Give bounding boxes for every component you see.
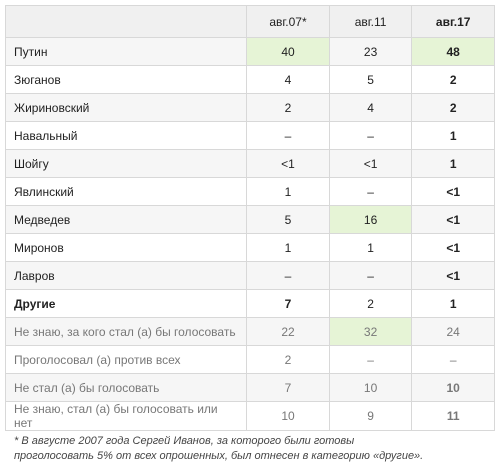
value-cell: – (328, 345, 413, 374)
row-label: Жириновский (4, 93, 248, 122)
table-row: Не знаю, за кого стал (а) бы голосовать 2… (4, 317, 495, 346)
value-cell: 1 (411, 121, 495, 150)
value-cell: 5 (328, 65, 413, 94)
value-cell: 1 (328, 233, 413, 262)
value-cell: 10 (411, 373, 495, 402)
table-row: Навальный – –1 (4, 121, 495, 150)
value-cell: <1 (328, 149, 413, 178)
value-cell: 32 (328, 317, 413, 346)
value-cell: 48 (411, 37, 495, 66)
row-label: Медведев (4, 205, 248, 234)
row-label: Проголосовал (а) против всех (4, 345, 248, 374)
header-cell: авг.11 (328, 5, 413, 38)
table-row: Миронов 1 1 <1 (4, 233, 495, 262)
row-label: Не стал (а) бы голосовать (4, 373, 248, 402)
value-cell: 9 (328, 401, 413, 431)
row-label: Навальный (4, 121, 248, 150)
value-cell: 1 (411, 149, 495, 178)
row-label: Явлинский (4, 177, 248, 206)
row-label: Миронов (4, 233, 248, 262)
value-cell: <1 (246, 149, 330, 178)
header-cell (4, 5, 248, 38)
value-cell: 5 (246, 205, 330, 234)
value-cell: – (246, 261, 330, 290)
value-cell: – (328, 261, 413, 290)
value-cell: 1 (246, 233, 330, 262)
value-cell: 24 (411, 317, 495, 346)
table-row: Другие 7 2 1 (4, 289, 495, 318)
row-label: Путин (4, 37, 248, 66)
header-cell: авг.17 (411, 5, 495, 38)
poll-table: авг.07* авг.11 авг.17 Путин 40 23 48 Зюганов 4 5 2… (4, 5, 495, 431)
table-row: Жириновский 2 4 2 (4, 93, 495, 122)
value-cell: 1 (411, 289, 495, 318)
value-cell: 23 (328, 37, 413, 66)
row-label: Другие (4, 289, 248, 318)
value-cell: – (246, 121, 330, 150)
table-row: Не стал (а) бы голосовать 7 10 10 (4, 373, 495, 402)
value-cell: 10 (328, 373, 413, 402)
table-row: Лавров – – <1 (4, 261, 495, 290)
value-cell: 7 (246, 289, 330, 318)
value-cell: – (328, 121, 413, 150)
table-row: Зюганов 4 5 2 (4, 65, 495, 94)
value-cell: 40 (246, 37, 330, 66)
value-cell: 10 (246, 401, 330, 431)
value-cell: 2 (411, 93, 495, 122)
row-label: Шойгу (4, 149, 248, 178)
value-cell: 2 (411, 65, 495, 94)
footnote-line: проголосовать 5% от всех опрошенных, был… (14, 450, 424, 462)
value-cell: – (411, 345, 495, 374)
footnote: * В августе 2007 года Сергей Иванов, за … (14, 434, 423, 464)
value-cell: 7 (246, 373, 330, 402)
row-label: Не знаю, за кого стал (а) бы голосовать (4, 317, 248, 346)
value-cell: 22 (246, 317, 330, 346)
header-row: авг.07* авг.11 авг.17 (4, 5, 495, 38)
table-row: Шойгу <1 <1 1 (4, 149, 495, 178)
table-row: Медведев 5 16 <1 (4, 205, 495, 234)
value-cell: 16 (328, 205, 413, 234)
value-cell: 2 (246, 93, 330, 122)
value-cell: 4 (328, 93, 413, 122)
value-cell: 4 (246, 65, 330, 94)
table-row: Путин 40 23 48 (4, 37, 495, 66)
row-label: Лавров (4, 261, 248, 290)
value-cell: <1 (411, 177, 495, 206)
table-row: Не знаю, стал (а) бы голосовать или нет 1… (4, 401, 495, 431)
value-cell: <1 (411, 261, 495, 290)
value-cell: <1 (411, 233, 495, 262)
footnote-line: * В августе 2007 года Сергей Иванов, за … (14, 435, 355, 447)
value-cell: 11 (411, 401, 495, 431)
header-cell: авг.07* (246, 5, 330, 38)
value-cell: 2 (246, 345, 330, 374)
row-label: Не знаю, стал (а) бы голосовать или нет (4, 401, 248, 431)
value-cell: 2 (328, 289, 413, 318)
value-cell: 1 (246, 177, 330, 206)
table-row: Явлинский 1– <1 (4, 177, 495, 206)
value-cell: <1 (411, 205, 495, 234)
value-cell: – (328, 177, 413, 206)
row-label: Зюганов (4, 65, 248, 94)
table-row: Проголосовал (а) против всех 2– – (4, 345, 495, 374)
